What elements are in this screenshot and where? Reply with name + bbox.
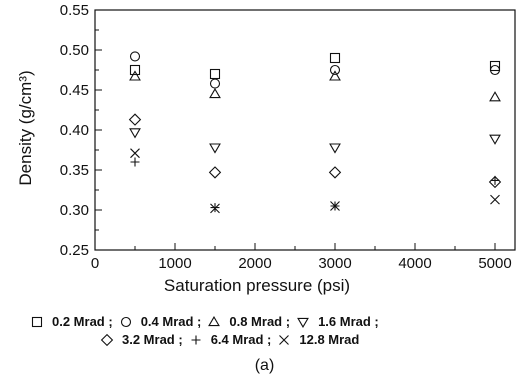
y-axis-label: Density (g/cm³) (16, 70, 35, 185)
data-point (329, 64, 341, 76)
data-point (209, 143, 221, 154)
plot-frame (94, 9, 516, 251)
x-tick-label: 1000 (158, 255, 191, 272)
data-point (130, 157, 140, 167)
legend-marker (279, 334, 290, 345)
data-point (129, 128, 141, 139)
data-point (489, 60, 501, 72)
data-point (209, 68, 221, 80)
data-point (129, 70, 141, 81)
series-square (129, 52, 501, 80)
legend-label: 12.8 Mrad (299, 332, 360, 347)
legend-label: 6.4 Mrad ; (210, 332, 272, 347)
data-point (330, 201, 340, 211)
legend-label: 0.2 Mrad ; (52, 314, 113, 329)
data-point (128, 113, 142, 126)
legend-label: 3.2 Mrad ; (122, 332, 183, 347)
data-points (128, 51, 502, 214)
legend-label: 0.4 Mrad ; (140, 314, 202, 329)
y-tick-label: 0.55 (60, 2, 89, 19)
legend-item: 6.4 Mrad ; (189, 332, 272, 347)
x-marker-icon (279, 334, 290, 345)
legend-item: 0.8 Mrad ; (207, 314, 290, 329)
legend-row-2: 3.2 Mrad ; 6.4 Mrad ; 12.8 Mrad (100, 332, 365, 350)
legend-marker (297, 317, 309, 328)
x-tick-label: 2000 (238, 255, 271, 272)
triangle-down-marker-icon (297, 317, 309, 328)
data-point (329, 70, 341, 81)
plus-marker-icon (191, 335, 201, 344)
series-plus (130, 157, 500, 213)
data-point (490, 194, 500, 205)
series-x (130, 148, 500, 214)
data-point (129, 64, 141, 76)
legend-label: 0.8 Mrad ; (229, 314, 291, 329)
data-point (489, 91, 501, 102)
data-point (129, 51, 141, 62)
legend-item: 1.6 Mrad ; (296, 314, 379, 329)
series-triangle-up (129, 70, 501, 102)
figure-caption: (a) (254, 357, 275, 374)
square-marker-icon (31, 316, 43, 327)
legend-label: 1.6 Mrad ; (318, 314, 379, 329)
data-point (329, 143, 341, 154)
legend-row-1: 0.2 Mrad ; 0.4 Mrad ; 0.8 Mrad ; 1.6 Mrad ; (30, 314, 385, 332)
y-tick-label: 0.50 (60, 42, 89, 59)
legend-item: 0.2 Mrad ; (30, 314, 113, 329)
y-tick-label: 0.40 (60, 122, 89, 139)
data-point (210, 203, 220, 213)
circle-marker-icon (120, 316, 131, 327)
triangle-up-marker-icon (208, 315, 221, 326)
y-tick-label: 0.45 (60, 82, 89, 99)
data-point (209, 87, 221, 99)
legend-marker (31, 316, 43, 327)
data-point (329, 52, 341, 64)
y-tick-label: 0.30 (60, 202, 89, 219)
x-axis-label: Saturation pressure (psi) (164, 276, 350, 295)
data-point (210, 203, 220, 214)
legend-marker (191, 335, 201, 344)
data-point (130, 148, 140, 159)
plot-axes: 0 1000 2000 3000 4000 5000 0.25 0.30 0.35 0.40 0.4… (60, 2, 516, 272)
legend-item: 3.2 Mrad ; (100, 332, 183, 347)
data-point (489, 64, 501, 76)
x-tick-label: 3000 (318, 255, 351, 272)
x-tick-label: 5000 (478, 255, 511, 272)
x-tick-label: 4000 (398, 255, 431, 272)
data-point (489, 134, 501, 145)
series-diamond (128, 113, 502, 189)
legend-item: 0.4 Mrad ; (119, 314, 202, 329)
series-circle (129, 51, 501, 89)
y-tick-label: 0.35 (60, 162, 89, 179)
legend-marker (120, 316, 131, 327)
density-chart: 0 1000 2000 3000 4000 5000 0.25 0.30 0.35 0.40 0.4… (16, 2, 516, 295)
data-point (208, 166, 222, 179)
data-point (209, 78, 221, 89)
legend-marker (100, 333, 114, 346)
data-point (490, 175, 500, 185)
data-point (328, 166, 342, 179)
y-tick-label: 0.25 (60, 242, 89, 259)
legend-marker (208, 315, 221, 326)
legend-item: 12.8 Mrad (277, 332, 359, 347)
x-tick-label: 0 (91, 255, 99, 272)
diamond-marker-icon (100, 333, 114, 346)
series-triangle-down (129, 128, 501, 154)
